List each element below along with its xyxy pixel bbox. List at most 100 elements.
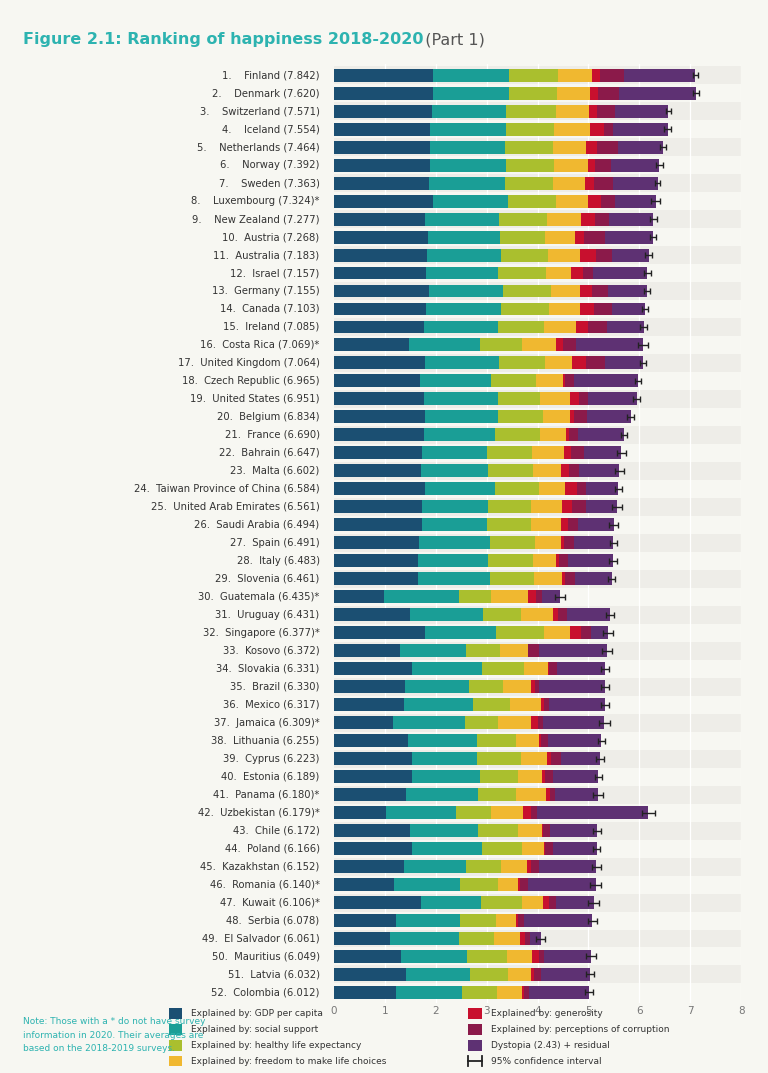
Bar [492, 806, 523, 819]
Bar [539, 644, 607, 657]
Bar [595, 212, 609, 225]
Bar [590, 122, 604, 135]
Bar [534, 572, 561, 585]
Bar [547, 212, 581, 225]
Bar [334, 680, 405, 693]
Text: Explained by: GDP per capita: Explained by: GDP per capita [191, 1009, 323, 1018]
Text: 27.  Spain (6.491): 27. Spain (6.491) [230, 538, 319, 548]
Bar [498, 986, 521, 999]
Bar [548, 662, 549, 675]
Bar [568, 555, 613, 568]
Bar [581, 212, 595, 225]
Bar [404, 699, 473, 711]
Bar [334, 318, 741, 336]
Bar [588, 194, 601, 207]
Bar [498, 393, 541, 406]
Bar [524, 662, 548, 675]
Bar [615, 194, 656, 207]
Bar [524, 914, 592, 927]
Bar [597, 249, 612, 262]
Bar [334, 102, 741, 120]
FancyBboxPatch shape [169, 1008, 182, 1018]
Bar [483, 608, 521, 621]
Bar [496, 914, 516, 927]
Bar [334, 246, 741, 264]
Bar [567, 608, 611, 621]
Bar [595, 159, 611, 172]
Bar [609, 212, 654, 225]
Bar [488, 555, 533, 568]
Bar [506, 105, 556, 118]
Bar [422, 446, 488, 459]
Bar [412, 770, 480, 783]
Bar [334, 461, 741, 480]
Bar [588, 321, 607, 334]
Bar [523, 806, 531, 819]
Bar [545, 356, 572, 369]
Text: 49.  El Salvador (6.061): 49. El Salvador (6.061) [202, 934, 319, 943]
Text: 16.  Costa Rica (7.069)*: 16. Costa Rica (7.069)* [200, 340, 319, 350]
Bar [570, 411, 574, 424]
Bar [550, 824, 598, 837]
FancyBboxPatch shape [169, 1056, 182, 1067]
Bar [578, 393, 588, 406]
Bar [548, 303, 581, 315]
Bar [459, 932, 494, 945]
Bar [488, 465, 533, 477]
FancyBboxPatch shape [468, 1024, 482, 1034]
Bar [553, 177, 585, 190]
Bar [607, 284, 647, 297]
Bar [422, 518, 487, 531]
Text: 35.  Brazil (6.330): 35. Brazil (6.330) [230, 681, 319, 692]
Text: 6.    Norway (7.392): 6. Norway (7.392) [220, 160, 319, 171]
Bar [425, 411, 498, 424]
Bar [422, 500, 488, 513]
Bar [508, 194, 556, 207]
Bar [482, 662, 524, 675]
Bar [557, 87, 590, 100]
Bar [478, 824, 518, 837]
Text: Figure 2.1: Ranking of happiness 2018-2020: Figure 2.1: Ranking of happiness 2018-20… [23, 32, 423, 47]
Bar [498, 356, 545, 369]
Bar [554, 159, 588, 172]
Bar [428, 231, 500, 244]
Bar [558, 662, 605, 675]
Bar [408, 734, 476, 747]
Bar [591, 627, 607, 640]
Bar [593, 266, 647, 279]
Text: 95% confidence interval: 95% confidence interval [491, 1057, 601, 1065]
Bar [487, 518, 531, 531]
Bar [588, 393, 637, 406]
Bar [394, 878, 460, 891]
Bar [580, 284, 592, 297]
Bar [577, 483, 586, 496]
Bar [568, 518, 578, 531]
Bar [334, 303, 426, 315]
Bar [334, 785, 741, 804]
Bar [334, 249, 427, 262]
Bar [334, 752, 412, 765]
Bar [470, 968, 508, 981]
Bar [600, 69, 624, 82]
Bar [590, 87, 598, 100]
Bar [531, 716, 538, 730]
Bar [334, 606, 741, 623]
Bar [541, 734, 548, 747]
Bar [334, 282, 741, 300]
Bar [543, 824, 550, 837]
Text: 34.  Slovakia (6.331): 34. Slovakia (6.331) [217, 664, 319, 674]
Bar [410, 824, 478, 837]
Bar [539, 950, 545, 962]
Bar [607, 321, 644, 334]
Bar [465, 861, 501, 873]
Bar [559, 555, 568, 568]
Bar [334, 678, 741, 695]
Text: Explained by: perceptions of corruption: Explained by: perceptions of corruption [491, 1025, 669, 1033]
Bar [404, 861, 465, 873]
Bar [334, 374, 420, 387]
Bar [518, 824, 541, 837]
Text: 8.    Luxembourg (7.324)*: 8. Luxembourg (7.324)* [191, 196, 319, 206]
Bar [334, 389, 741, 408]
Bar [574, 374, 637, 387]
Bar [334, 695, 741, 714]
